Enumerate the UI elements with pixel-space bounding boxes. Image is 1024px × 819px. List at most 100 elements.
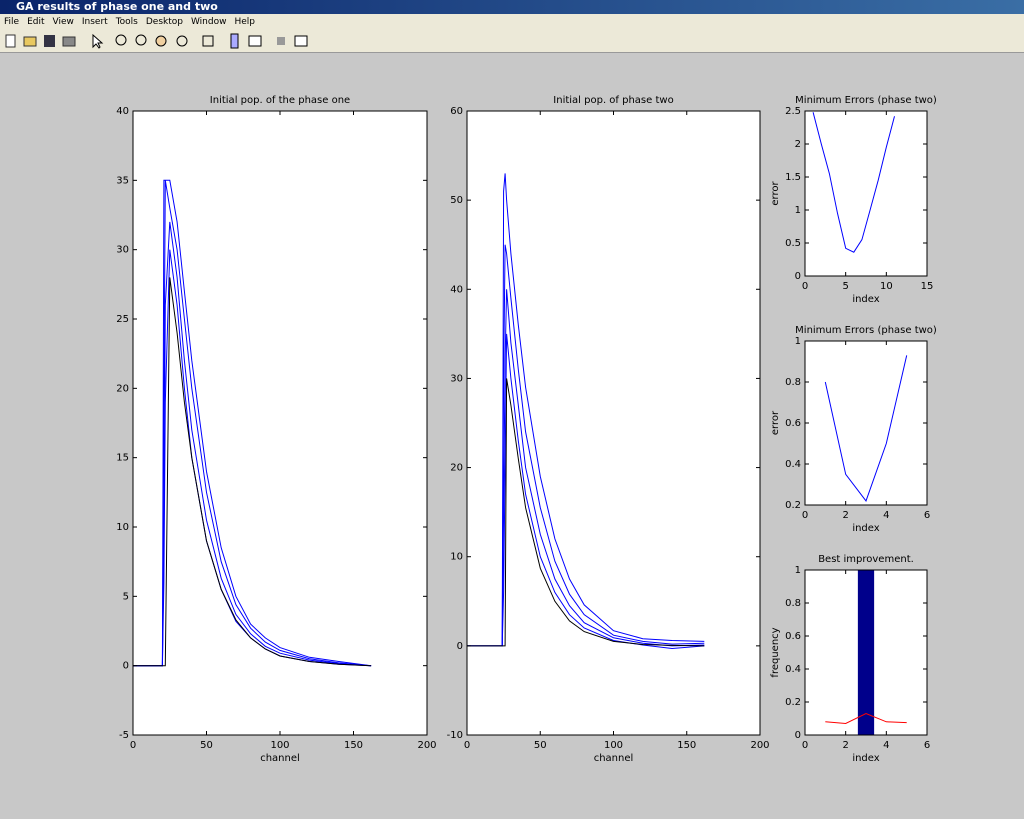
x-axis-label: channel [594, 753, 634, 764]
y-tick-label: 20 [116, 383, 129, 394]
data-line [133, 221, 372, 667]
data-line [812, 112, 895, 253]
axes-title: Best improvement. [818, 554, 914, 565]
histogram-bar [857, 570, 875, 735]
x-tick-label: 4 [883, 510, 889, 521]
menu-item[interactable]: Help [234, 17, 256, 27]
open-icon[interactable] [23, 36, 37, 47]
y-tick-label: 35 [116, 175, 129, 186]
data-line [467, 378, 705, 647]
menu-item[interactable]: Edit [27, 17, 45, 27]
axes-frame [804, 110, 928, 277]
x-tick-label: 10 [880, 281, 893, 292]
y-tick-label: 10 [116, 522, 129, 533]
save-icon[interactable] [44, 35, 55, 47]
y-tick-label: 10 [450, 552, 463, 563]
y-tick-label: -5 [119, 730, 129, 741]
x-tick-label: 150 [344, 740, 363, 751]
y-tick-label: 0.6 [785, 631, 801, 642]
menu-item[interactable]: View [52, 17, 74, 27]
x-tick-label: 0 [802, 510, 808, 521]
y-tick-label: 15 [116, 453, 129, 464]
y-tick-label: 1 [795, 336, 801, 347]
pan-icon[interactable] [155, 35, 167, 47]
y-tick-label: 0.6 [785, 418, 801, 429]
x-tick-label: 2 [842, 510, 848, 521]
y-tick-label: 0.8 [785, 598, 801, 609]
select-icon[interactable] [92, 33, 104, 49]
x-tick-label: 100 [604, 740, 623, 751]
print-icon[interactable] [62, 36, 76, 47]
menu-item[interactable]: Window [190, 17, 227, 27]
x-tick-label: 15 [921, 281, 934, 292]
axes-frame [804, 569, 928, 736]
x-tick-label: 100 [270, 740, 289, 751]
x-axis-label: channel [260, 753, 300, 764]
y-tick-label: 2 [795, 139, 801, 150]
y-tick-label: 0.4 [785, 664, 801, 675]
y-tick-label: 0.8 [785, 377, 801, 388]
x-tick-label: 50 [534, 740, 547, 751]
x-axis-label: index [852, 294, 879, 305]
menu-item[interactable]: Tools [115, 17, 138, 27]
hide-tools-icon[interactable] [277, 37, 285, 45]
axes-title: Initial pop. of the phase one [210, 95, 350, 106]
y-tick-label: 1 [795, 205, 801, 216]
y-tick-label: 0 [795, 730, 801, 741]
legend-icon[interactable] [248, 35, 262, 47]
y-tick-label: 2.5 [785, 106, 801, 117]
y-axis-label: error [770, 410, 781, 435]
x-tick-label: 0 [802, 740, 808, 751]
x-tick-label: 5 [842, 281, 848, 292]
plot-area [133, 111, 427, 735]
x-tick-label: 0 [464, 740, 470, 751]
x-axis-label: index [852, 523, 879, 534]
window-title: GA results of phase one and two [16, 0, 218, 13]
menu-item[interactable]: Insert [81, 17, 108, 27]
axes-title: Minimum Errors (phase two) [795, 95, 937, 106]
y-tick-label: 0 [457, 641, 463, 652]
plot-area [805, 341, 927, 505]
show-tools-icon[interactable] [294, 35, 308, 47]
y-tick-label: 0.2 [785, 500, 801, 511]
y-axis-label: error [770, 181, 781, 206]
colorbar-icon[interactable] [230, 33, 239, 49]
data-line [825, 712, 907, 725]
menu-item[interactable]: Desktop [145, 17, 183, 27]
axes-title: Initial pop. of phase two [553, 95, 673, 106]
toolbar [0, 31, 1024, 53]
x-tick-label: 200 [750, 740, 769, 751]
x-axis-label: index [852, 753, 879, 764]
y-tick-label: 60 [450, 106, 463, 117]
menu-item[interactable]: File [4, 17, 20, 27]
x-tick-label: 0 [802, 281, 808, 292]
data-line [467, 244, 705, 647]
new-icon[interactable] [5, 34, 16, 48]
x-tick-label: 6 [924, 740, 930, 751]
y-tick-label: 30 [450, 373, 463, 384]
axes-title: Minimum Errors (phase two) [795, 325, 937, 336]
x-tick-label: 150 [677, 740, 696, 751]
axes: 0 2 4 6 0 0.2 0.4 0.6 0.8 1 Best improvement. index… [770, 554, 930, 764]
x-tick-label: 50 [200, 740, 213, 751]
zoom-in-icon[interactable] [115, 34, 127, 46]
datacursor-icon[interactable] [202, 35, 214, 47]
y-tick-label: 30 [116, 245, 129, 256]
data-line [467, 289, 705, 647]
x-tick-label: 2 [842, 740, 848, 751]
y-tick-label: 20 [450, 463, 463, 474]
y-tick-label: 1 [795, 565, 801, 576]
y-tick-label: 50 [450, 195, 463, 206]
rotate-icon[interactable] [176, 35, 188, 47]
data-line [133, 180, 372, 667]
y-tick-label: 40 [116, 106, 129, 117]
zoom-out-icon[interactable] [135, 34, 147, 46]
data-line [133, 277, 372, 667]
title-bar: GA results of phase one and two [0, 0, 1024, 14]
y-axis-label: frequency [770, 627, 781, 677]
